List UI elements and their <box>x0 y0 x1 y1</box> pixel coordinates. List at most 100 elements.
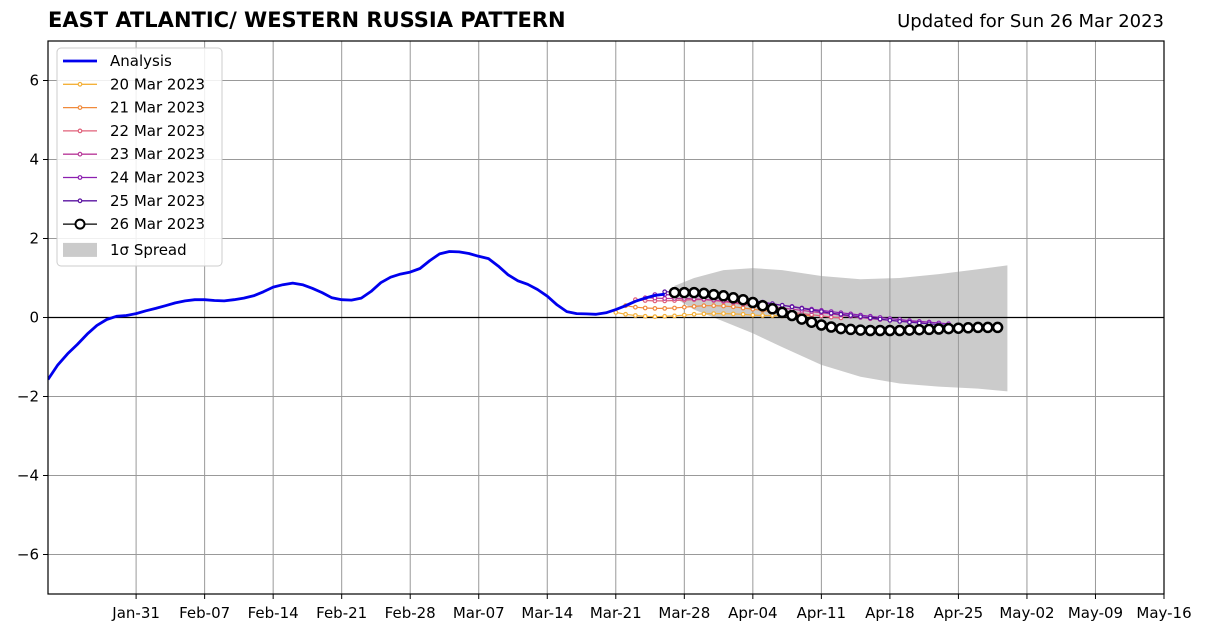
x-tick-label: Jan-31 <box>111 604 160 622</box>
forecast-point <box>848 313 854 318</box>
forecast-point <box>672 313 677 319</box>
legend-marker <box>77 175 83 180</box>
forecast-point <box>796 313 808 325</box>
forecast-point <box>776 306 788 319</box>
forecast-point <box>991 321 1004 334</box>
forecast-point <box>779 302 785 308</box>
forecast-point <box>691 304 697 309</box>
forecast-point <box>688 286 700 299</box>
analysis-line <box>48 250 665 381</box>
forecast-point <box>707 288 720 301</box>
x-tick-label: Apr-04 <box>728 604 778 622</box>
series-group <box>48 250 1004 381</box>
forecast-point <box>835 322 847 335</box>
legend-label: 25 Mar 2023 <box>110 192 205 210</box>
forecast-point <box>711 303 717 309</box>
forecast-point <box>701 311 707 317</box>
forecast-point <box>887 317 893 323</box>
legend-marker <box>74 218 86 230</box>
forecast-point <box>897 319 903 324</box>
forecast-point <box>907 319 912 325</box>
x-tick-label: May-16 <box>1136 604 1191 622</box>
forecast-point <box>701 303 707 309</box>
y-tick-label: 0 <box>29 309 39 327</box>
forecast-point <box>760 313 765 318</box>
forecast-point <box>786 309 798 322</box>
forecast-point <box>766 303 779 315</box>
forecast-point <box>750 312 756 318</box>
forecast-point <box>972 321 984 334</box>
forecast-point <box>828 310 834 316</box>
legend-marker <box>77 81 83 87</box>
forecast-point <box>815 319 828 331</box>
forecast-point <box>805 316 818 328</box>
y-tick-label: 4 <box>29 151 39 169</box>
x-tick-label: Apr-25 <box>934 604 984 622</box>
forecast-point <box>668 286 681 299</box>
legend: Analysis 20 Mar 2023 21 Mar 2023 22 Mar 202… <box>56 47 223 267</box>
forecast-point <box>799 306 805 311</box>
forecast-point <box>747 296 759 309</box>
legend-label: 21 Mar 2023 <box>110 99 205 117</box>
y-tick-label: 2 <box>29 230 39 248</box>
legend-label: 24 Mar 2023 <box>110 169 205 187</box>
forecast-point <box>756 299 769 312</box>
forecast-point <box>864 324 877 337</box>
y-tick-label: −2 <box>17 388 39 406</box>
forecast-point <box>730 304 736 310</box>
forecast-point <box>858 314 863 320</box>
forecast-point <box>952 322 965 334</box>
forecast-point <box>884 324 896 337</box>
forecast-point <box>652 306 658 311</box>
forecast-point <box>711 311 717 317</box>
forecast-point <box>982 321 994 334</box>
legend-label: Analysis <box>110 52 172 70</box>
forecast-line <box>635 299 841 319</box>
x-tick-label: May-09 <box>1068 604 1123 622</box>
plot-frame <box>47 40 1165 595</box>
y-tick-label: 6 <box>29 72 39 90</box>
forecast-point <box>672 305 677 311</box>
forecast-point <box>740 311 746 317</box>
forecast-point <box>903 324 916 336</box>
forecast-point <box>819 309 824 315</box>
forecast-point <box>662 306 668 311</box>
forecast-point <box>825 321 837 333</box>
legend-frame <box>56 47 223 267</box>
forecast-point <box>662 296 668 301</box>
forecast-point <box>838 311 844 317</box>
forecast-point <box>662 289 668 295</box>
forecast-point <box>717 290 730 302</box>
x-tick-label: Feb-21 <box>316 604 367 622</box>
legend-marker <box>77 105 83 110</box>
forecast-point <box>844 323 857 336</box>
forecast-point <box>681 304 687 310</box>
updated-date: Updated for Sun 26 Mar 2023 <box>897 11 1164 32</box>
forecast-point <box>923 323 935 336</box>
legend-marker <box>77 128 83 134</box>
forecast-point <box>962 322 974 334</box>
chart-title: EAST ATLANTIC/ WESTERN RUSSIA PATTERN <box>48 8 566 32</box>
forecast-point <box>877 316 883 322</box>
forecast-point <box>789 304 795 310</box>
forecast-point <box>691 311 697 317</box>
forecast-point <box>662 313 668 319</box>
forecast-point <box>727 292 740 304</box>
legend-label: 22 Mar 2023 <box>110 122 205 140</box>
forecast-point <box>730 311 736 317</box>
forecast-point <box>721 303 726 309</box>
x-tick-label: Feb-28 <box>385 604 436 622</box>
x-tick-label: May-02 <box>999 604 1054 622</box>
forecast-point <box>633 304 638 310</box>
forecast-point <box>809 307 814 313</box>
x-tick-label: Mar-14 <box>521 604 573 622</box>
forecast-point <box>913 323 926 336</box>
forecast-point <box>698 287 710 300</box>
forecast-point <box>933 323 945 335</box>
forecast-point <box>678 286 691 299</box>
x-tick-label: Mar-07 <box>453 604 505 622</box>
forecast-point <box>642 313 648 319</box>
y-tick-label: −4 <box>17 467 39 485</box>
legend-label: 23 Mar 2023 <box>110 145 205 163</box>
